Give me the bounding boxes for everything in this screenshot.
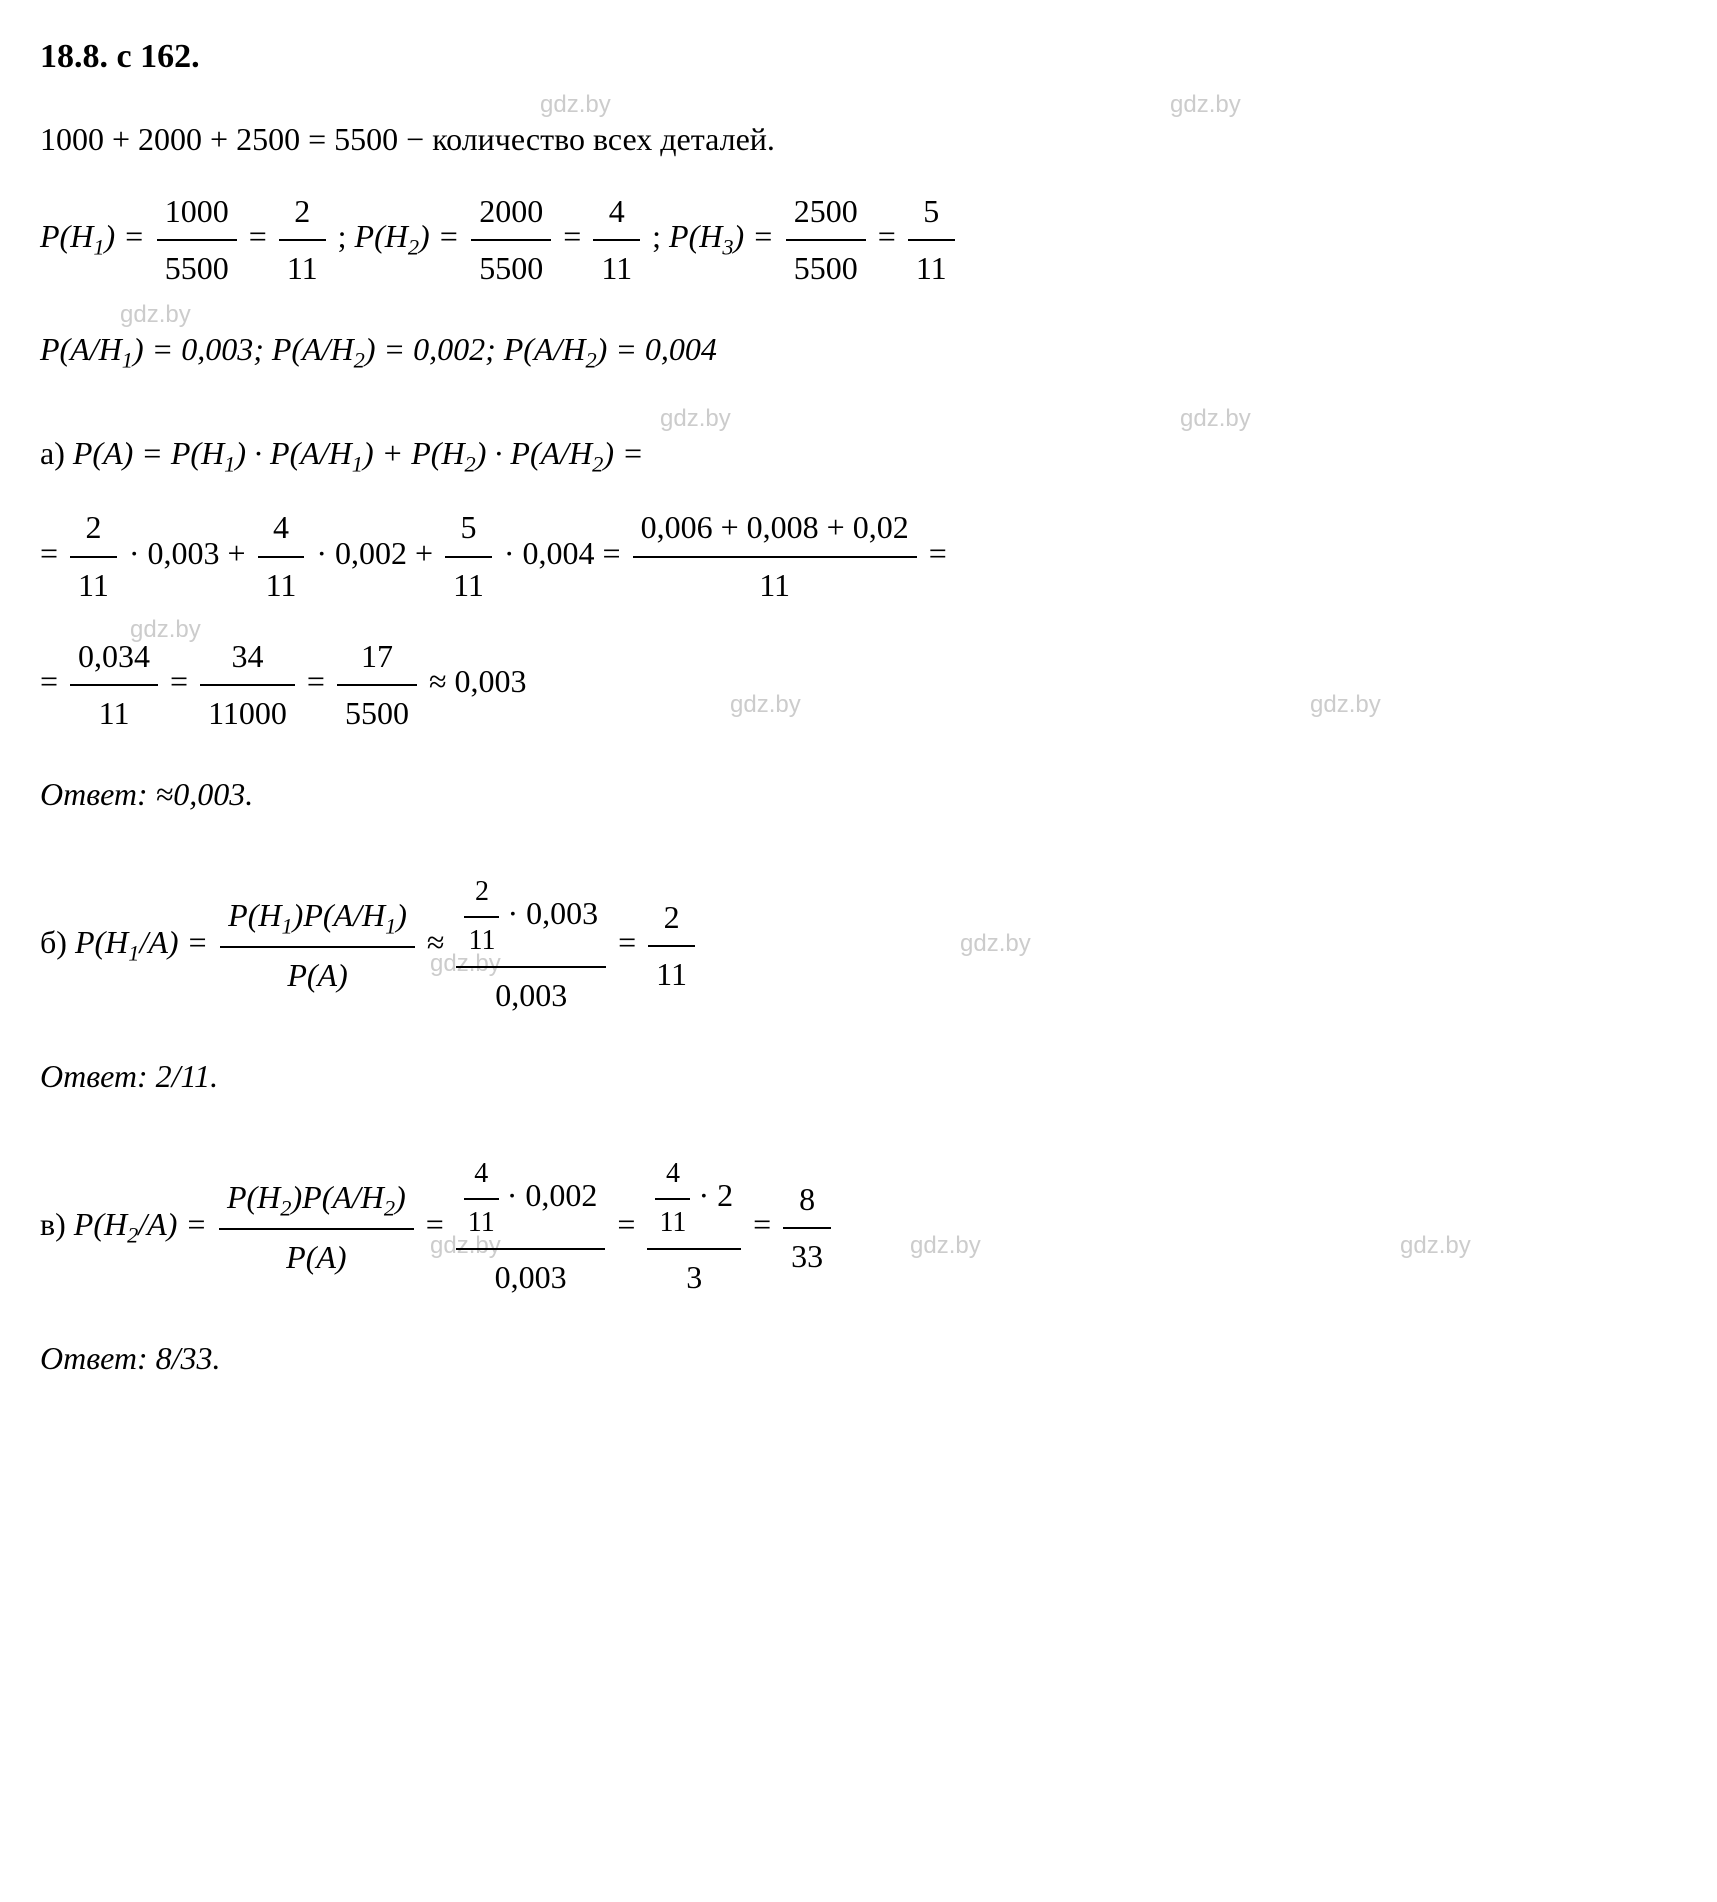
watermark: gdz.by (660, 400, 731, 438)
frac-5-11: 511 (445, 502, 492, 610)
eq: = (307, 663, 325, 699)
frac-2500-5500: 25005500 (786, 186, 866, 294)
p-ah3: P(A/H2) = 0,004 (504, 331, 717, 367)
inner-frac-4-11: 411 (464, 1152, 499, 1246)
inner-frac-2-11: 211 (464, 870, 499, 964)
frac-2-11: 211 (279, 186, 326, 294)
mult: · 0,003 + (129, 535, 246, 571)
frac-2000-5500: 20005500 (471, 186, 551, 294)
compound-frac-c1: 411 · 0,002 0,003 (456, 1152, 606, 1303)
p-h3: P(H3) = (669, 218, 774, 254)
p-h2-a: P(H2/A) = (74, 1206, 207, 1242)
part-b: gdz.by gdz.by б) P(H1/A) = P(H1)P(A/H1) … (40, 870, 1677, 1021)
p-ah2: P(A/H2) = 0,002; (272, 331, 504, 367)
p-h2: P(H2) = (355, 218, 460, 254)
watermark: gdz.by (120, 296, 191, 334)
frac-0034-11: 0,03411 (70, 631, 158, 739)
bayes-frac: P(H1)P(A/H1) P(A) (220, 890, 415, 1001)
frac-5-11: 511 (908, 186, 955, 294)
line2-block: P(H1) = 10005500 = 211 ; P(H2) = 2000550… (40, 186, 1677, 294)
inner-frac-4-11-b: 411 (655, 1152, 690, 1246)
compound-frac-c2: 411 · 2 3 (647, 1152, 741, 1303)
frac-4-11: 411 (258, 502, 305, 610)
pa-eq: P(A) = P(H1) · P(A/H1) + P(H2) · P(A/H2)… (73, 435, 644, 471)
answer-c: Ответ: 8/33. (40, 1333, 1677, 1384)
part-b-label: б) (40, 924, 75, 960)
part-a-label: а) (40, 435, 73, 471)
approx: ≈ (427, 924, 445, 960)
frac-sum-11: 0,006 + 0,008 + 0,0211 (633, 502, 917, 610)
eq: = (617, 1206, 635, 1242)
p-h1: P(H1) = (40, 218, 145, 254)
mult: · 0,002 + (316, 535, 433, 571)
eq: = (170, 663, 188, 699)
semi: ; (652, 218, 669, 254)
frac-2-11: 211 (70, 502, 117, 610)
line1-content: 1000 + 2000 + 2500 = 5500 − количество в… (40, 114, 1677, 165)
part-c: gdz.by gdz.by gdz.by в) P(H2/A) = P(H2)P… (40, 1152, 1677, 1303)
eq: = (929, 535, 947, 571)
watermark: gdz.by (910, 1227, 981, 1265)
watermark: gdz.by (1180, 400, 1251, 438)
frac-8-33: 833 (783, 1174, 831, 1282)
heading: 18.8. с 162. (40, 30, 1677, 84)
part-a-line2: = 211 · 0,003 + 411 · 0,002 + 511 · 0,00… (40, 502, 1677, 610)
eq-pre: = (40, 535, 58, 571)
frac-17-5500: 175500 (337, 631, 417, 739)
watermark: gdz.by (1400, 1227, 1471, 1265)
watermark: gdz.by (1310, 686, 1381, 724)
eq-pre: = (40, 663, 58, 699)
line3-block: gdz.by P(A/H1) = 0,003; P(A/H2) = 0,002;… (40, 324, 1677, 378)
frac-1000-5500: 10005500 (157, 186, 237, 294)
frac-4-11: 411 (593, 186, 640, 294)
answer-a: Ответ: ≈0,003. (40, 769, 1677, 820)
part-a-line3: gdz.by gdz.by gdz.by = 0,03411 = 3411000… (40, 631, 1677, 739)
p-h1-a: P(H1/A) = (75, 924, 208, 960)
part-c-label: в) (40, 1206, 74, 1242)
p-ah1: P(A/H1) = 0,003; (40, 331, 272, 367)
bayes-frac-c: P(H2)P(A/H2) P(A) (219, 1172, 414, 1283)
eq: = (426, 1206, 444, 1242)
mult: · 0,004 = (504, 535, 621, 571)
part-a-line1: gdz.by gdz.by а) P(A) = P(H1) · P(A/H1) … (40, 428, 1677, 482)
eq: = (249, 218, 267, 254)
frac-34-11000: 3411000 (200, 631, 295, 739)
eq: = (563, 218, 581, 254)
eq: = (878, 218, 896, 254)
eq: = (753, 1206, 771, 1242)
watermark: gdz.by (730, 686, 801, 724)
approx: ≈ 0,003 (429, 663, 527, 699)
frac-2-11: 211 (648, 892, 695, 1000)
answer-b: Ответ: 2/11. (40, 1051, 1677, 1102)
line1-block: gdz.by gdz.by 1000 + 2000 + 2500 = 5500 … (40, 114, 1677, 165)
compound-frac: 211 · 0,003 0,003 (456, 870, 606, 1021)
watermark: gdz.by (960, 925, 1031, 963)
eq: = (618, 924, 636, 960)
semi: ; (338, 218, 355, 254)
